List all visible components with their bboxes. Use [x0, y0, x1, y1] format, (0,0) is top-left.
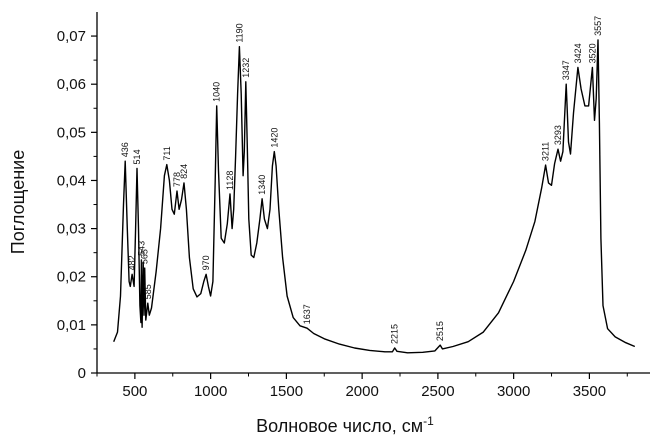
x-axis-title-text: Волновое число, см	[256, 416, 423, 436]
peak-label: 2215	[390, 324, 400, 344]
peak-label: 778	[172, 172, 182, 187]
peak-label: 1128	[225, 171, 235, 190]
peak-label: 543	[136, 241, 146, 256]
spectrum-line	[113, 39, 636, 354]
peak-label: 1190	[234, 23, 244, 42]
peak-label: 3557	[593, 16, 603, 36]
x-tick-label: 3500	[573, 383, 606, 400]
peak-label: 3424	[573, 43, 583, 63]
peak-label: 1340	[257, 175, 267, 195]
x-tick-label: 500	[122, 383, 147, 400]
peak-label: 3520	[587, 43, 597, 63]
y-tick-label: 0	[78, 365, 86, 382]
x-tick-label: 1000	[194, 383, 227, 400]
x-axis-title-superscript: -1	[423, 414, 434, 428]
peak-label: 1420	[269, 128, 279, 148]
y-tick-label: 0,07	[57, 28, 86, 45]
y-tick-label: 0,01	[57, 317, 86, 334]
peak-label: 824	[179, 164, 189, 179]
peak-label: 970	[201, 255, 211, 270]
peak-label: 1040	[212, 82, 222, 102]
x-tick-label: 2500	[421, 383, 454, 400]
series-layer	[113, 39, 636, 354]
x-tick-label: 2000	[345, 383, 378, 400]
y-tick-label: 0,03	[57, 221, 86, 238]
y-tick-label: 0,05	[57, 124, 86, 141]
y-tick-label: 0,02	[57, 269, 86, 286]
x-axis-title: Волновое число, см-1	[256, 414, 434, 436]
peak-label: 514	[132, 149, 142, 164]
peak-label: 1232	[241, 58, 251, 78]
y-tick-label: 0,04	[57, 172, 86, 189]
peak-label: 585	[143, 284, 153, 299]
peak-label: 3293	[553, 125, 563, 145]
y-axis-title: Поглощение	[8, 150, 28, 254]
peak-label: 711	[162, 146, 172, 160]
x-tick-label: 3000	[497, 383, 530, 400]
x-tick-label: 1500	[270, 383, 303, 400]
peak-label: 2515	[435, 321, 445, 341]
y-tick-label: 0,06	[57, 76, 86, 93]
peak-label: 3347	[561, 60, 571, 80]
axes: 500 1000 1500 2000 2500 3000 3500 0 0,01 0,02 0,03…	[57, 12, 650, 400]
peak-label: 436	[120, 142, 130, 157]
peak-label: 3211	[541, 142, 551, 161]
peak-label: 1637	[302, 304, 312, 324]
peak-label: 565	[140, 249, 150, 264]
peak-label: 482	[127, 255, 137, 270]
